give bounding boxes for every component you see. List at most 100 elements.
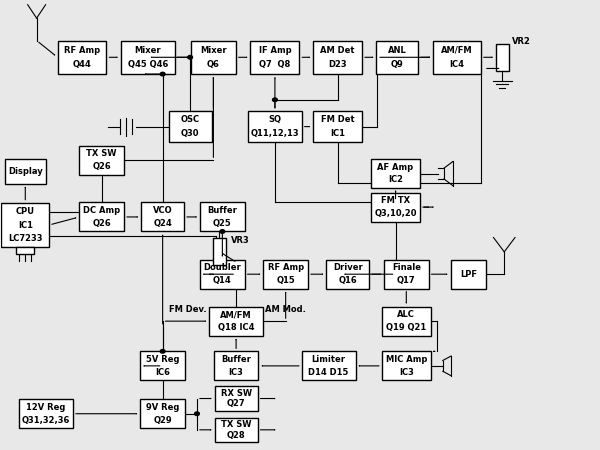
FancyBboxPatch shape xyxy=(376,40,418,74)
FancyBboxPatch shape xyxy=(200,202,245,231)
Text: VCO: VCO xyxy=(153,206,172,215)
Text: Q25: Q25 xyxy=(213,219,232,228)
Text: Q24: Q24 xyxy=(153,219,172,228)
FancyBboxPatch shape xyxy=(79,146,124,175)
Text: IC3: IC3 xyxy=(229,368,244,377)
Text: AM Det: AM Det xyxy=(320,45,355,54)
Text: FM TX: FM TX xyxy=(381,196,410,205)
Text: Q18 IC4: Q18 IC4 xyxy=(218,323,254,332)
Text: D23: D23 xyxy=(328,60,347,69)
Text: AM Mod.: AM Mod. xyxy=(265,305,306,314)
FancyBboxPatch shape xyxy=(200,260,245,289)
FancyBboxPatch shape xyxy=(371,159,420,188)
Text: Q29: Q29 xyxy=(154,415,172,424)
Text: D14 D15: D14 D15 xyxy=(308,368,349,377)
Text: IC6: IC6 xyxy=(155,368,170,377)
FancyBboxPatch shape xyxy=(263,260,308,289)
Text: 12V Reg: 12V Reg xyxy=(26,403,66,412)
Text: Q31,32,36: Q31,32,36 xyxy=(22,415,70,424)
FancyBboxPatch shape xyxy=(313,40,362,74)
Text: Finale: Finale xyxy=(392,263,421,272)
FancyBboxPatch shape xyxy=(496,44,509,71)
FancyBboxPatch shape xyxy=(326,260,369,289)
Text: Q6: Q6 xyxy=(207,60,220,69)
FancyBboxPatch shape xyxy=(169,111,212,142)
Text: ALC: ALC xyxy=(397,310,415,320)
Text: Q17: Q17 xyxy=(397,276,416,285)
FancyBboxPatch shape xyxy=(313,111,362,142)
Text: RF Amp: RF Amp xyxy=(268,263,304,272)
Text: Doubler: Doubler xyxy=(203,263,241,272)
FancyBboxPatch shape xyxy=(79,202,124,231)
Text: LC7233: LC7233 xyxy=(8,234,43,243)
Text: TX SW: TX SW xyxy=(86,149,117,158)
Text: RF Amp: RF Amp xyxy=(64,45,100,54)
Text: 9V Reg: 9V Reg xyxy=(146,403,179,412)
Text: Q26: Q26 xyxy=(92,219,111,228)
Text: RX SW: RX SW xyxy=(221,389,251,398)
Text: Q44: Q44 xyxy=(73,60,91,69)
FancyBboxPatch shape xyxy=(214,351,259,380)
Text: 5V Reg: 5V Reg xyxy=(146,355,179,364)
FancyBboxPatch shape xyxy=(302,351,356,380)
Text: VR2: VR2 xyxy=(512,37,531,46)
Text: ANL: ANL xyxy=(388,45,407,54)
Text: OSC: OSC xyxy=(181,115,200,124)
Text: Q45 Q46: Q45 Q46 xyxy=(128,60,168,69)
FancyBboxPatch shape xyxy=(58,40,107,74)
FancyBboxPatch shape xyxy=(382,306,431,336)
FancyBboxPatch shape xyxy=(213,238,226,265)
Text: Q28: Q28 xyxy=(227,431,245,440)
Text: Q14: Q14 xyxy=(213,276,232,285)
FancyBboxPatch shape xyxy=(140,399,185,428)
Circle shape xyxy=(160,72,165,76)
Text: FM Det: FM Det xyxy=(321,115,355,124)
Text: MIC Amp: MIC Amp xyxy=(386,355,427,364)
Text: AF Amp: AF Amp xyxy=(377,163,413,172)
Circle shape xyxy=(194,412,199,415)
FancyBboxPatch shape xyxy=(209,306,263,336)
FancyBboxPatch shape xyxy=(382,351,431,380)
FancyBboxPatch shape xyxy=(121,40,175,74)
Text: IC4: IC4 xyxy=(449,60,464,69)
Text: Buffer: Buffer xyxy=(208,206,237,215)
Text: VR3: VR3 xyxy=(231,236,250,245)
FancyBboxPatch shape xyxy=(141,202,184,231)
Text: Q30: Q30 xyxy=(181,129,199,138)
Text: Q27: Q27 xyxy=(227,399,245,408)
Text: IC3: IC3 xyxy=(399,368,414,377)
Text: Q26: Q26 xyxy=(92,162,111,171)
Text: SQ: SQ xyxy=(268,115,281,124)
Circle shape xyxy=(272,98,277,102)
Text: FM Dev.: FM Dev. xyxy=(169,305,206,314)
Circle shape xyxy=(188,55,193,59)
Text: Display: Display xyxy=(8,167,43,176)
Text: IC2: IC2 xyxy=(388,176,403,184)
Text: Q9: Q9 xyxy=(391,60,404,69)
Text: TX SW: TX SW xyxy=(221,420,251,429)
Text: Q16: Q16 xyxy=(338,276,357,285)
Text: Q11,12,13: Q11,12,13 xyxy=(251,129,299,138)
FancyBboxPatch shape xyxy=(250,40,299,74)
Circle shape xyxy=(160,350,165,353)
Text: AM/FM: AM/FM xyxy=(220,310,252,320)
FancyBboxPatch shape xyxy=(1,202,49,248)
Text: IF Amp: IF Amp xyxy=(259,45,291,54)
Text: IC1: IC1 xyxy=(330,129,345,138)
Text: CPU: CPU xyxy=(16,207,35,216)
Text: Q19 Q21: Q19 Q21 xyxy=(386,323,427,332)
FancyBboxPatch shape xyxy=(215,418,257,442)
FancyBboxPatch shape xyxy=(16,248,34,254)
FancyBboxPatch shape xyxy=(140,351,185,380)
Text: Driver: Driver xyxy=(333,263,362,272)
Circle shape xyxy=(220,230,225,233)
FancyBboxPatch shape xyxy=(248,111,302,142)
FancyBboxPatch shape xyxy=(433,40,481,74)
Text: IC1: IC1 xyxy=(18,220,33,230)
Text: Buffer: Buffer xyxy=(221,355,251,364)
Text: DC Amp: DC Amp xyxy=(83,206,120,215)
Text: Mixer: Mixer xyxy=(134,45,161,54)
Text: Q15: Q15 xyxy=(276,276,295,285)
FancyBboxPatch shape xyxy=(191,40,236,74)
FancyBboxPatch shape xyxy=(19,399,73,428)
